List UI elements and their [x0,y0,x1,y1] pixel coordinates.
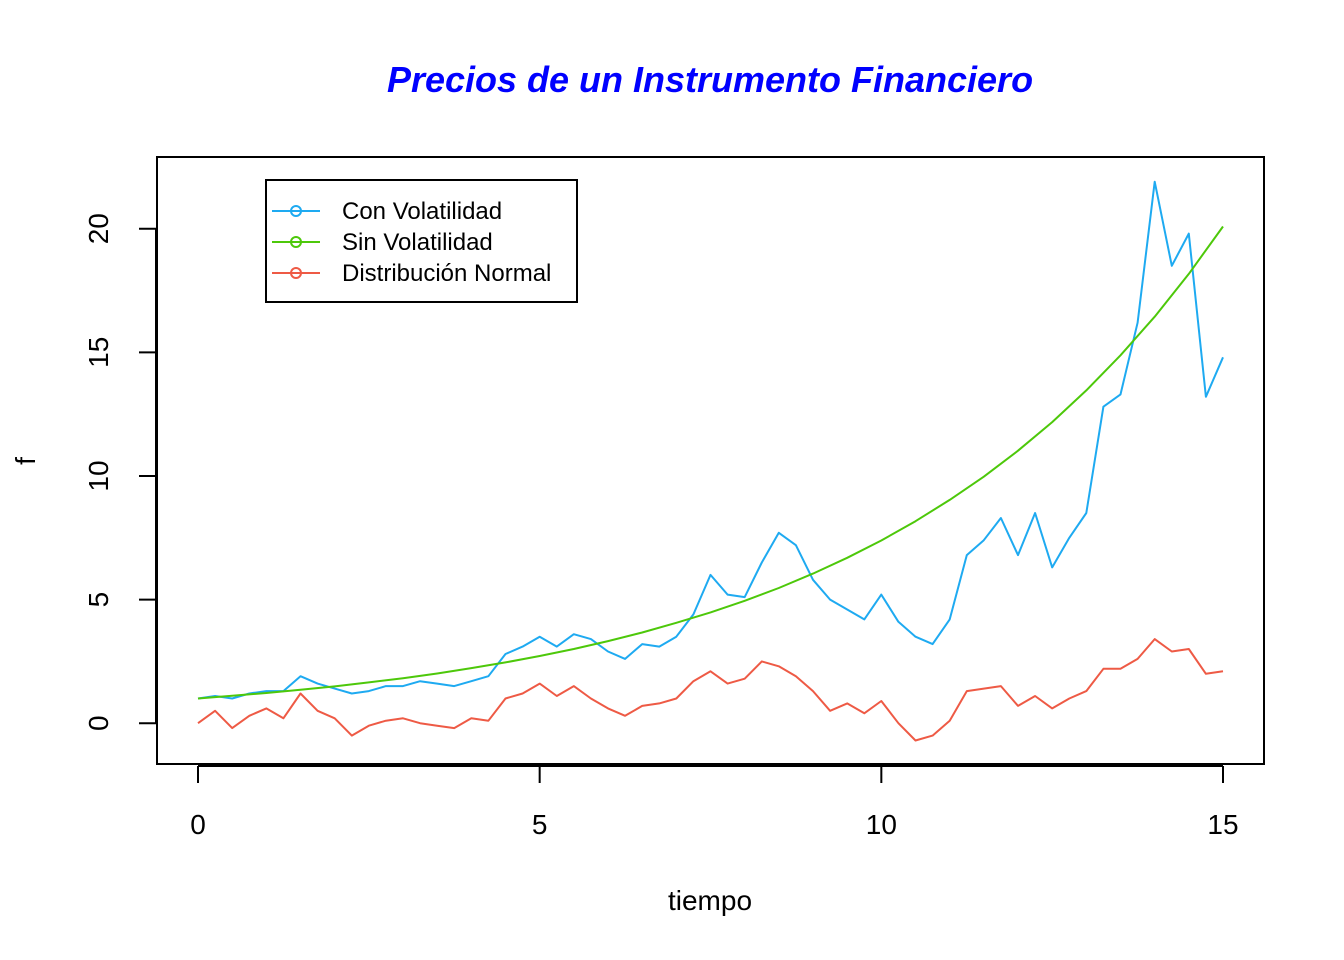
x-axis-label: tiempo [668,885,752,916]
y-tick-label: 0 [83,715,114,731]
legend-swatch-marker [290,236,302,248]
x-tick-label: 10 [866,809,897,840]
y-axis: 0 5 10 15 20 [83,213,157,731]
y-tick-label: 20 [83,213,114,244]
x-tick-label: 5 [532,809,548,840]
x-tick-label: 15 [1207,809,1238,840]
legend-label: Con Volatilidad [342,198,502,225]
x-tick-label: 0 [190,809,206,840]
legend-label: Distribución Normal [342,260,551,287]
series-line-1 [197,180,1224,700]
legend-swatch-marker [290,205,302,217]
x-axis: 0 5 10 15 [190,765,1239,840]
y-tick-label: 10 [83,460,114,491]
legend-swatch-marker [290,267,302,279]
series-layer [197,180,1224,742]
legend: Con Volatilidad Sin Volatilidad Distribuci… [265,179,578,303]
series-line-3 [197,638,1224,742]
y-tick-label: 5 [83,592,114,608]
series-line-2 [197,225,1224,700]
y-tick-label: 15 [83,337,114,368]
chart-title: Precios de un Instrumento Financiero [387,59,1033,100]
legend-label: Sin Volatilidad [342,229,493,256]
y-axis-label: f [10,457,41,465]
